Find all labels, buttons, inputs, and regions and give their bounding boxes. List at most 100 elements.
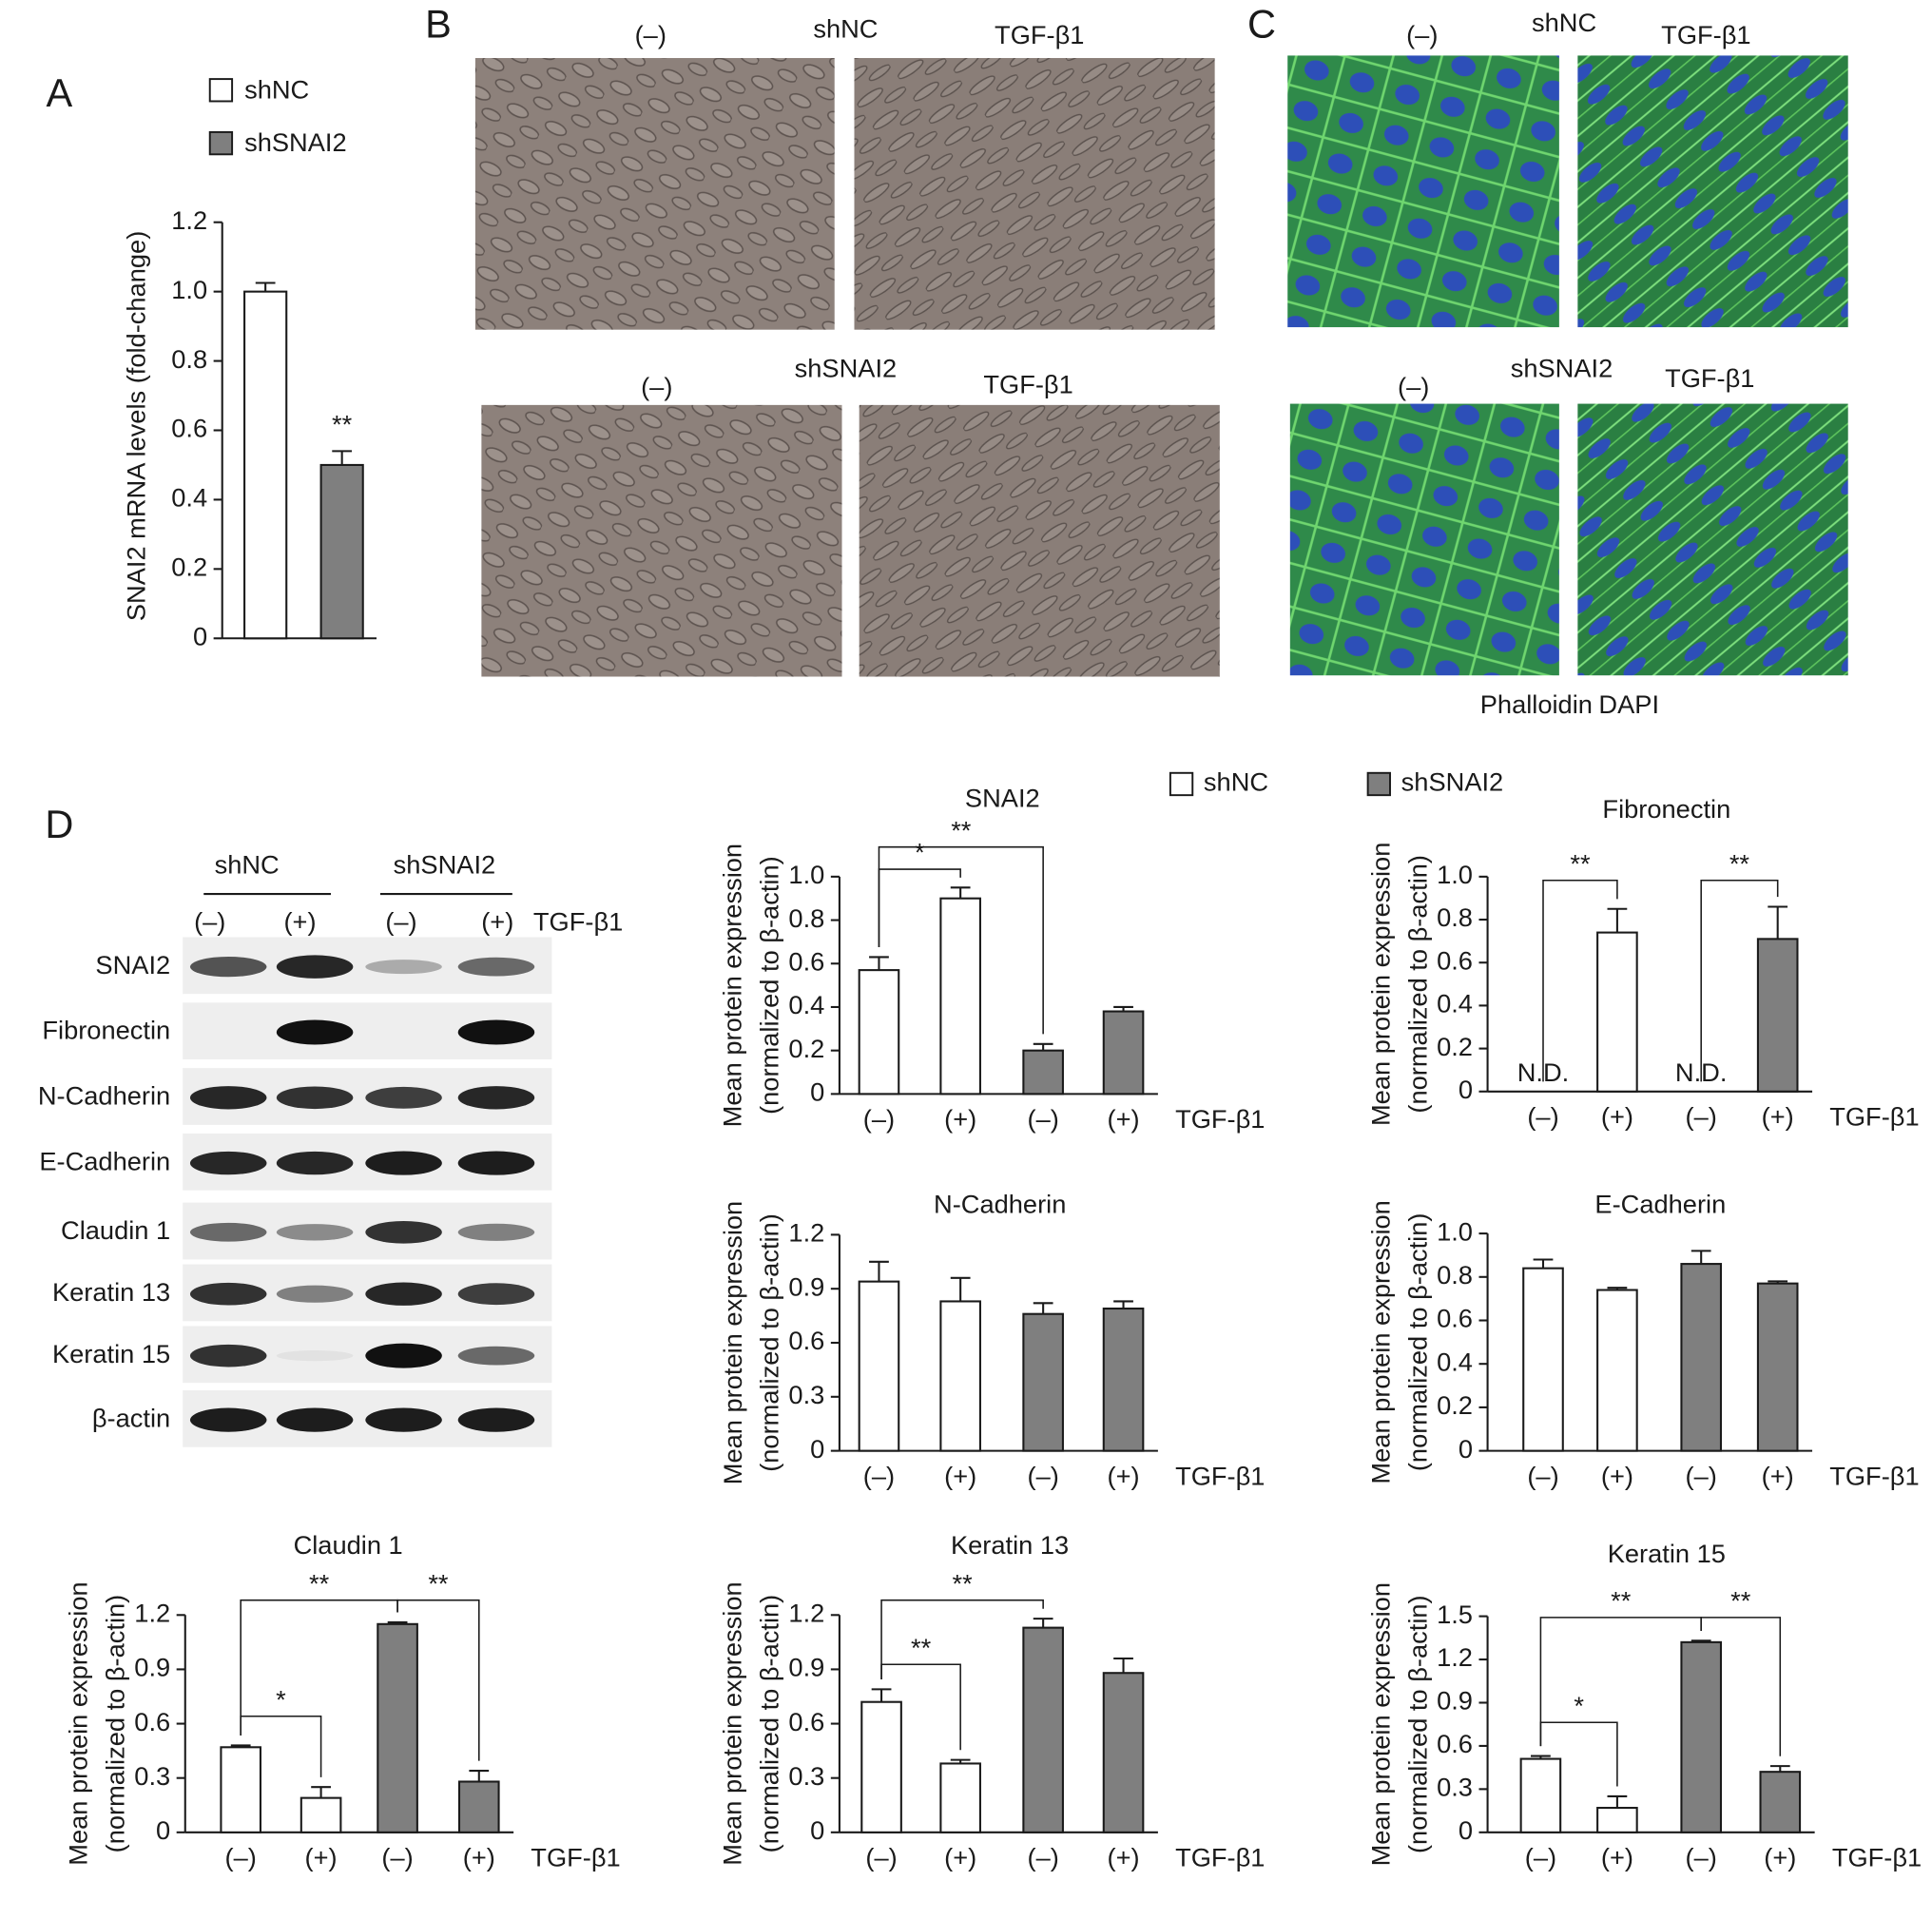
y-axis-label: Mean protein expression [718,844,747,1127]
x-tick-label: (–) [1686,1843,1717,1872]
blot-band [189,1407,267,1432]
x-tick-label: (–) [1686,1102,1717,1132]
significance: * [915,838,925,867]
micrograph [859,404,1220,677]
bar [243,290,288,640]
x-axis-label: TGF-β1 [1832,1843,1922,1872]
group-label: shNC [1532,8,1596,37]
x-tick-label: (+) [944,1843,976,1872]
significance: ** [911,1633,932,1662]
bar [1519,1757,1562,1833]
significance-bracket [1700,879,1779,1082]
legend-label: shNC [1204,767,1268,797]
y-axis-label: Mean protein expression [718,1581,747,1865]
micrograph [1289,403,1559,676]
significance-bracket [1700,1617,1782,1756]
chart-title: E-Cadherin [1594,1190,1726,1219]
bar [858,1280,900,1452]
significance-bracket [396,1599,480,1761]
blot-row-label: Fibronectin [42,1016,170,1045]
bar [457,1780,500,1833]
y-tick-label: 0.9 [788,1271,824,1301]
x-tick-label: (–) [225,1843,257,1872]
group-label: shSNAI2 [795,354,898,383]
bar [1680,1640,1723,1833]
y-tick-label: 0.8 [788,903,824,933]
panel-label: D [45,802,73,846]
condition-label: TGF-β1 [1665,363,1754,393]
legend-label: shNC [244,74,309,104]
blot-band [365,1220,442,1244]
y-tick-label: 0 [810,1077,824,1107]
blot-band [276,1151,354,1175]
y-tick-label: 0.8 [1437,902,1473,932]
micrograph [1287,55,1559,328]
panel-label: B [425,2,452,47]
bar [858,969,900,1096]
y-tick-label: 0.9 [788,1653,824,1682]
y-tick-label: 0.2 [171,553,207,582]
y-tick-label: 0.8 [171,344,207,374]
micrograph [1577,55,1848,328]
lane-label: (+) [481,906,513,936]
y-tick-label: 0.3 [788,1380,824,1409]
bar [939,1300,981,1452]
y-tick-label: 0.3 [134,1761,170,1791]
significance-bracket [240,1715,322,1777]
y-tick-label: 0 [810,1434,824,1464]
y-tick-label: 0.3 [788,1761,824,1791]
blot-band [457,1019,535,1045]
y-tick-label: 1.5 [1437,1600,1473,1629]
y-axis-label: (normalized to β-actin) [755,856,784,1115]
blot-band [457,1407,535,1432]
bar [1756,1282,1799,1452]
x-tick-label: (–) [863,1104,895,1134]
micrograph [1577,403,1848,676]
bar [1102,1672,1145,1833]
blot-row-label: N-Cadherin [38,1080,170,1110]
x-tick-label: (–) [1686,1461,1717,1490]
significance: * [276,1684,286,1714]
y-tick-label: 1.0 [1437,1216,1473,1246]
bar [1102,1010,1145,1096]
legend-swatch [208,78,234,103]
x-tick-label: (–) [1027,1104,1058,1134]
blot-band [365,1282,442,1306]
y-tick-label: 1.2 [134,1599,170,1628]
x-tick-label: (+) [1762,1102,1794,1132]
y-tick-label: 0 [810,1815,824,1845]
lane-label: (+) [283,906,316,936]
micrograph [854,58,1215,330]
panel-label: A [46,70,72,115]
significance: ** [309,1568,330,1598]
chart-title: Keratin 15 [1608,1539,1726,1568]
bar [1680,1263,1723,1452]
significance: ** [1730,1586,1751,1616]
y-axis-label: Mean protein expression [64,1581,93,1865]
bar [1022,1049,1064,1096]
chart-title: Fibronectin [1602,794,1730,824]
y-tick-label: 0 [1459,1815,1473,1845]
treatment-label: TGF-β1 [533,906,623,936]
y-tick-label: 0.9 [134,1653,170,1682]
condition-label: TGF-β1 [995,20,1084,49]
blot-band [189,1282,267,1306]
group-label: shNC [813,14,878,44]
bar [939,1762,981,1833]
blot-band [189,956,267,978]
legend-swatch [1366,771,1391,797]
bar [1522,1267,1564,1452]
y-tick-label: 1.2 [788,1599,824,1628]
legend-label: shSNAI2 [244,127,347,157]
y-tick-label: 1.2 [171,205,207,235]
y-tick-label: 0.4 [1437,1347,1473,1376]
significance: ** [332,410,353,439]
significance: ** [1729,848,1750,878]
x-tick-label: (–) [1527,1102,1558,1132]
y-tick-label: 1.2 [1437,1642,1473,1672]
x-axis-label: TGF-β1 [1829,1461,1919,1490]
x-tick-label: (+) [1601,1102,1633,1132]
blot-band [276,955,354,979]
bar [1596,1807,1638,1833]
y-tick-label: 0.6 [171,414,207,443]
